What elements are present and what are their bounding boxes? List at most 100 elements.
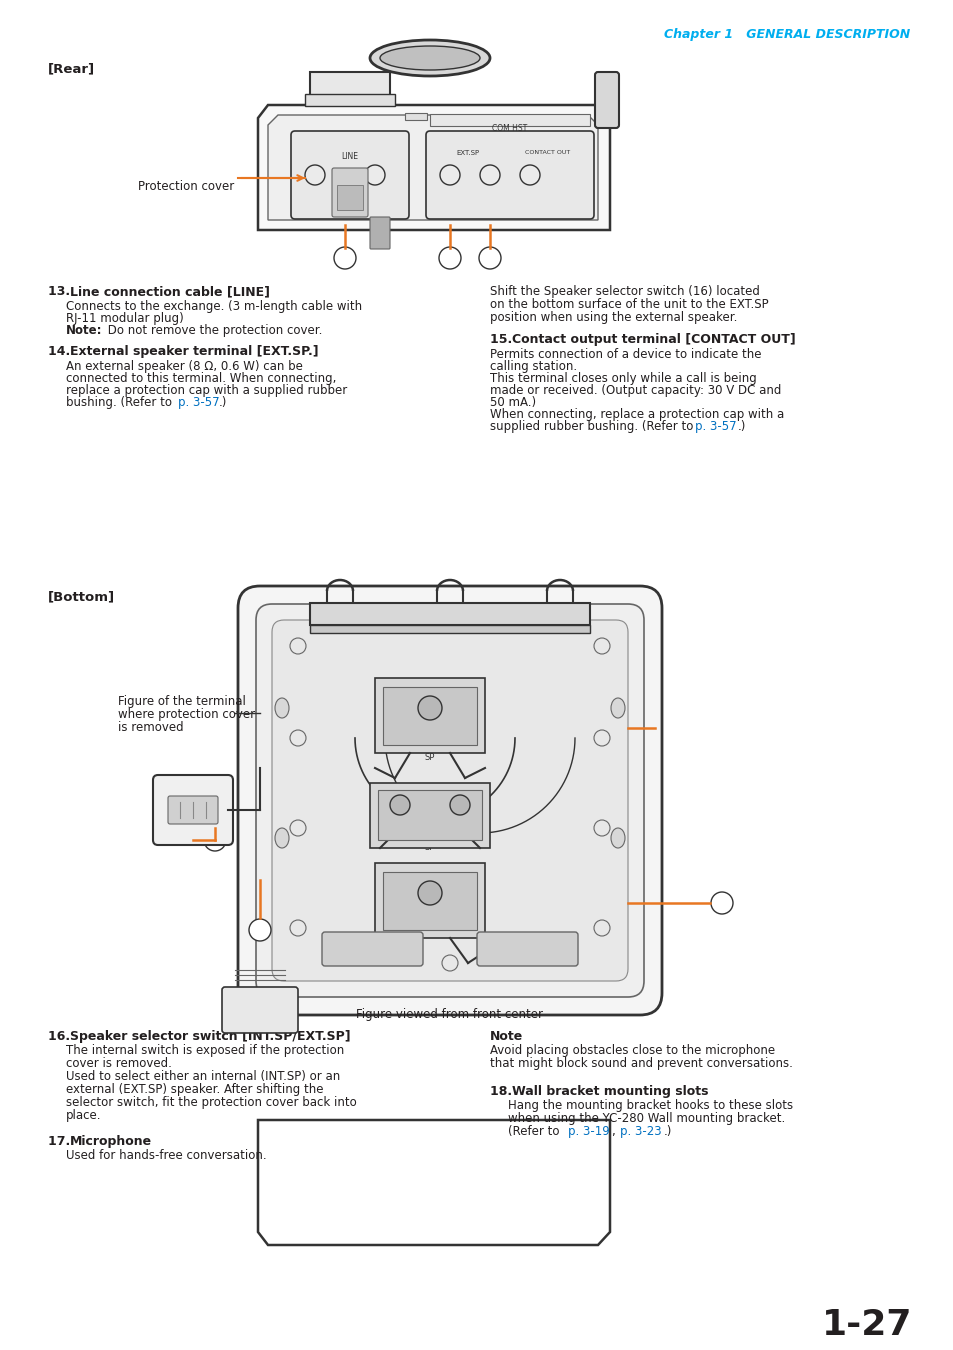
FancyBboxPatch shape bbox=[370, 217, 390, 248]
FancyBboxPatch shape bbox=[382, 872, 476, 930]
Text: [Rear]: [Rear] bbox=[48, 62, 95, 76]
Text: p. 3-57: p. 3-57 bbox=[178, 396, 219, 409]
Circle shape bbox=[450, 795, 470, 815]
FancyBboxPatch shape bbox=[272, 620, 627, 981]
Text: [Bottom]: [Bottom] bbox=[48, 590, 115, 603]
Polygon shape bbox=[310, 72, 390, 105]
Text: Figure viewed from front center: Figure viewed from front center bbox=[356, 1008, 543, 1021]
Text: 14.: 14. bbox=[48, 346, 74, 358]
Text: Permits connection of a device to indicate the: Permits connection of a device to indica… bbox=[490, 348, 760, 360]
Text: p. 3-57: p. 3-57 bbox=[695, 420, 736, 433]
Text: Figure of the terminal: Figure of the terminal bbox=[118, 695, 246, 707]
FancyBboxPatch shape bbox=[476, 931, 578, 967]
FancyBboxPatch shape bbox=[310, 625, 589, 633]
Text: Microphone: Microphone bbox=[70, 1135, 152, 1148]
Text: Used to select either an internal (INT.SP) or an: Used to select either an internal (INT.S… bbox=[66, 1071, 340, 1083]
Circle shape bbox=[390, 795, 410, 815]
Circle shape bbox=[417, 697, 441, 720]
Circle shape bbox=[290, 639, 306, 653]
Ellipse shape bbox=[610, 828, 624, 848]
FancyBboxPatch shape bbox=[426, 131, 594, 219]
Text: bushing. (Refer to: bushing. (Refer to bbox=[66, 396, 175, 409]
Text: Contact output terminal [CONTACT OUT]: Contact output terminal [CONTACT OUT] bbox=[512, 333, 795, 346]
Text: connected to this terminal. When connecting,: connected to this terminal. When connect… bbox=[66, 373, 336, 385]
Circle shape bbox=[439, 165, 459, 185]
Circle shape bbox=[479, 165, 499, 185]
FancyBboxPatch shape bbox=[336, 185, 363, 211]
Text: .): .) bbox=[663, 1125, 672, 1138]
Circle shape bbox=[519, 165, 539, 185]
Text: EXT.SP: EXT.SP bbox=[456, 150, 479, 157]
Text: position when using the external speaker.: position when using the external speaker… bbox=[490, 310, 737, 324]
Circle shape bbox=[710, 892, 732, 914]
FancyBboxPatch shape bbox=[222, 987, 297, 1033]
Text: .): .) bbox=[738, 420, 745, 433]
FancyBboxPatch shape bbox=[595, 72, 618, 128]
Ellipse shape bbox=[274, 698, 289, 718]
Text: p. 3-23: p. 3-23 bbox=[619, 1125, 661, 1138]
Circle shape bbox=[594, 819, 609, 836]
Text: on the bottom surface of the unit to the EXT.SP: on the bottom surface of the unit to the… bbox=[490, 298, 768, 311]
Text: Line connection cable [LINE]: Line connection cable [LINE] bbox=[70, 285, 270, 298]
Text: 18: 18 bbox=[715, 902, 728, 913]
Text: is removed: is removed bbox=[118, 721, 183, 734]
Text: Do not remove the protection cover.: Do not remove the protection cover. bbox=[104, 324, 322, 338]
FancyBboxPatch shape bbox=[375, 678, 484, 753]
Text: (Refer to: (Refer to bbox=[507, 1125, 562, 1138]
Text: This terminal closes only while a call is being: This terminal closes only while a call i… bbox=[490, 373, 756, 385]
Ellipse shape bbox=[274, 828, 289, 848]
Text: Note:: Note: bbox=[66, 324, 102, 338]
FancyBboxPatch shape bbox=[237, 586, 661, 1015]
Text: Speaker selector switch [INT.SP/EXT.SP]: Speaker selector switch [INT.SP/EXT.SP] bbox=[70, 1030, 351, 1044]
Circle shape bbox=[478, 247, 500, 269]
Text: Note: Note bbox=[490, 1030, 522, 1044]
Text: EXT
SP: EXT SP bbox=[421, 743, 437, 763]
Circle shape bbox=[594, 639, 609, 653]
Text: 16.: 16. bbox=[48, 1030, 74, 1044]
Text: .): .) bbox=[219, 396, 227, 409]
Circle shape bbox=[334, 247, 355, 269]
Text: INT
SP: INT SP bbox=[422, 833, 436, 852]
FancyBboxPatch shape bbox=[291, 131, 409, 219]
Polygon shape bbox=[268, 115, 598, 220]
Circle shape bbox=[438, 247, 460, 269]
Text: that might block sound and prevent conversations.: that might block sound and prevent conve… bbox=[490, 1057, 792, 1071]
Text: supplied rubber bushing. (Refer to: supplied rubber bushing. (Refer to bbox=[490, 420, 697, 433]
Text: 17: 17 bbox=[253, 929, 266, 940]
FancyBboxPatch shape bbox=[168, 796, 218, 824]
Text: calling station.: calling station. bbox=[490, 360, 577, 373]
Text: p. 3-19: p. 3-19 bbox=[567, 1125, 609, 1138]
Circle shape bbox=[594, 730, 609, 747]
Circle shape bbox=[305, 165, 325, 185]
Text: Wall bracket mounting slots: Wall bracket mounting slots bbox=[512, 1085, 708, 1098]
Text: Hang the mounting bracket hooks to these slots: Hang the mounting bracket hooks to these… bbox=[507, 1099, 792, 1112]
Text: LINE: LINE bbox=[341, 153, 358, 161]
FancyBboxPatch shape bbox=[430, 113, 589, 126]
Text: replace a protection cap with a supplied rubber: replace a protection cap with a supplied… bbox=[66, 383, 347, 397]
Text: 1-27: 1-27 bbox=[821, 1308, 911, 1342]
Text: 15: 15 bbox=[483, 258, 497, 267]
Text: external (EXT.SP) speaker. After shifting the: external (EXT.SP) speaker. After shiftin… bbox=[66, 1083, 323, 1096]
Circle shape bbox=[290, 730, 306, 747]
FancyBboxPatch shape bbox=[322, 931, 422, 967]
Text: The internal switch is exposed if the protection: The internal switch is exposed if the pr… bbox=[66, 1044, 344, 1057]
Ellipse shape bbox=[370, 40, 490, 76]
Ellipse shape bbox=[379, 46, 479, 70]
FancyBboxPatch shape bbox=[405, 113, 427, 120]
Text: External speaker terminal [EXT.SP.]: External speaker terminal [EXT.SP.] bbox=[70, 346, 318, 358]
Circle shape bbox=[441, 954, 457, 971]
FancyBboxPatch shape bbox=[255, 603, 643, 998]
FancyBboxPatch shape bbox=[377, 790, 481, 840]
Text: 18.: 18. bbox=[490, 1085, 516, 1098]
Text: Avoid placing obstacles close to the microphone: Avoid placing obstacles close to the mic… bbox=[490, 1044, 774, 1057]
Text: 16: 16 bbox=[208, 840, 221, 849]
Text: 15.: 15. bbox=[490, 333, 517, 346]
Text: Shift the Speaker selector switch (16) located: Shift the Speaker selector switch (16) l… bbox=[490, 285, 760, 298]
Text: selector switch, fit the protection cover back into: selector switch, fit the protection cove… bbox=[66, 1096, 356, 1108]
Circle shape bbox=[204, 829, 226, 850]
FancyBboxPatch shape bbox=[332, 167, 368, 217]
Text: ,: , bbox=[612, 1125, 618, 1138]
Circle shape bbox=[249, 919, 271, 941]
Text: Connects to the exchange. (3 m-length cable with: Connects to the exchange. (3 m-length ca… bbox=[66, 300, 362, 313]
FancyBboxPatch shape bbox=[152, 775, 233, 845]
